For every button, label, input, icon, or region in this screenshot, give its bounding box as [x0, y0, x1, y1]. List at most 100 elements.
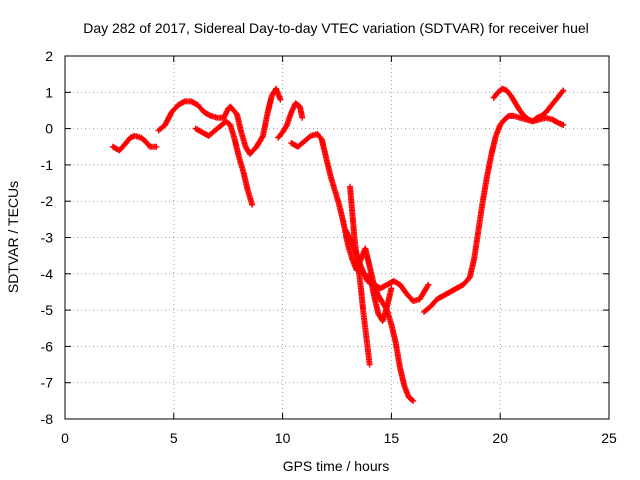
data-point-trail [411, 296, 422, 304]
data-point-trail [309, 131, 319, 139]
series-track-7 [347, 183, 373, 368]
y-tick-label: -4 [41, 266, 54, 282]
data-point-trail [264, 94, 275, 116]
series-track-8 [342, 227, 432, 304]
data-point-trail [358, 286, 366, 312]
series-track-4 [227, 85, 284, 157]
data-point-trail [276, 130, 285, 140]
data-point-trail [343, 228, 357, 250]
data-point-trail [232, 138, 242, 160]
data-point-trail [557, 88, 566, 98]
data-point-trail [557, 120, 565, 128]
data-point-trail [421, 283, 431, 294]
data-point-trail [219, 119, 228, 128]
y-tick-labels: -8 -7 -6 -5 -4 -3 -2 -1 0 1 2 [41, 48, 54, 427]
data-point-trail [364, 345, 373, 366]
y-tick-label: -3 [41, 230, 54, 246]
data-point-trail [484, 152, 495, 178]
data-point-trail [509, 94, 518, 105]
data-point-trail [480, 174, 490, 203]
data-point-trail [500, 86, 509, 93]
data-point-trail [143, 139, 152, 149]
data-point-trail [360, 308, 369, 330]
data-point [388, 285, 395, 292]
data-point-trail [538, 115, 548, 123]
data-point-trail [293, 101, 302, 109]
data-point-trail [224, 119, 233, 128]
data-point [153, 143, 160, 150]
data-point-trail [234, 112, 244, 134]
data-point [299, 114, 306, 121]
data-point-trail [518, 115, 528, 123]
data-point-trail [128, 133, 137, 141]
data-point [560, 87, 567, 94]
y-tick-label: -7 [41, 375, 54, 391]
data-point [410, 397, 417, 404]
data-point-trail [376, 294, 385, 305]
data-point-trail [406, 395, 416, 403]
data-point-trail [496, 86, 505, 95]
data-point-trail [124, 136, 133, 145]
grid [65, 56, 609, 419]
plot-frame [64, 55, 610, 420]
data-point-trail [398, 283, 409, 296]
data-point-trail [296, 139, 307, 149]
data-point-trail [550, 117, 561, 126]
data-point-trail [209, 113, 219, 121]
data-point-trail [461, 275, 472, 287]
data-point-trail [336, 203, 347, 225]
data-point-trail [367, 272, 377, 297]
data-marks [109, 85, 567, 404]
data-point-trail [428, 297, 439, 309]
x-tick-label: 10 [275, 430, 291, 446]
data-point-trail [544, 105, 553, 114]
data-point-trail [530, 115, 540, 124]
series-track-5 [275, 100, 306, 141]
data-point [277, 96, 284, 103]
data-point-trail [148, 143, 158, 150]
data-point-trail [202, 110, 213, 119]
x-tick-label: 20 [492, 430, 508, 446]
data-point-trail [548, 99, 557, 109]
data-point-trail [388, 323, 399, 345]
data-point-trail [280, 123, 290, 134]
data-point-trail [552, 94, 561, 103]
chart-title: Day 282 of 2017, Sidereal Day-to-day VTE… [83, 20, 589, 36]
data-point-trail [498, 117, 507, 127]
data-point-trail [491, 90, 500, 100]
data-point-trail [404, 292, 416, 303]
data-point-trail [156, 123, 167, 133]
x-tick-labels: 0 5 10 15 20 25 [61, 430, 617, 446]
data-point-trail [517, 108, 526, 118]
data-point-trail [162, 110, 174, 127]
data-point [425, 281, 432, 288]
y-tick-label: -8 [41, 411, 54, 427]
data-point-trail [511, 113, 522, 121]
data-point-trail [522, 113, 531, 122]
data-point-trail [315, 132, 324, 142]
data-point-trail [544, 115, 554, 123]
data-point-trail [502, 113, 511, 122]
x-tick-label: 5 [170, 430, 178, 446]
series-track-6 [288, 131, 417, 404]
series-track-11 [490, 85, 567, 125]
data-point [560, 122, 567, 128]
data-point-trail [133, 133, 143, 141]
data-point-trail [228, 105, 239, 116]
data-point-trail [513, 101, 522, 112]
data-point-trail [526, 117, 535, 124]
data-point-trail [139, 135, 148, 144]
data-point-trail [471, 228, 482, 261]
data-point-trail [539, 110, 548, 118]
data-point-trail [206, 128, 217, 138]
data-point-trail [417, 290, 427, 301]
y-tick-label: 2 [45, 48, 53, 64]
data-point-trail [169, 103, 181, 115]
data-point-trail [332, 188, 342, 207]
y-tick-label: -5 [41, 302, 54, 318]
data-point-trail [475, 199, 486, 232]
series-track-9 [366, 270, 395, 324]
data-point-trail [422, 304, 433, 314]
data-point-trail [323, 156, 334, 178]
